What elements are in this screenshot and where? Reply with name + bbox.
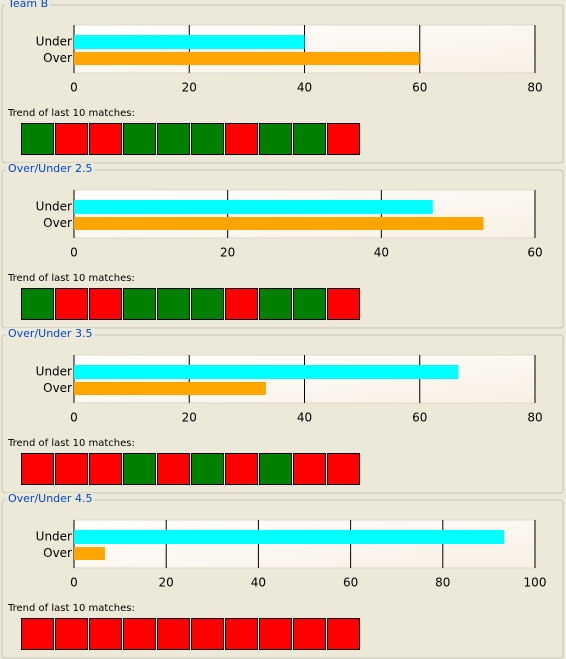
x-tick-label: 80 [435,576,450,590]
trend-box [225,123,258,155]
trend-box [89,618,122,650]
trend-box [293,288,326,320]
x-tick-label: 80 [527,81,542,95]
trend-box [55,453,88,485]
trend-box [293,618,326,650]
x-tick-label: 80 [527,411,542,425]
group-title: Over/Under 4.5 [8,492,92,505]
trend-box [157,123,190,155]
trend-box [123,288,156,320]
category-label: Under [36,35,72,49]
trend-box [191,123,224,155]
group-title-bg [6,493,95,505]
x-tick-label: 40 [297,81,312,95]
category-label: Over [43,51,72,65]
group-title-bg [6,328,95,340]
trend-box [21,288,54,320]
group-box [1,169,564,329]
trend-box [89,288,122,320]
group-title-bg [5,0,51,10]
group-title: Team B [7,0,48,10]
trend-box [327,288,360,320]
trend-box [55,288,88,320]
trend-box [21,453,54,485]
trend-label: Trend of last 10 matches: [7,438,135,449]
trend-box [191,453,224,485]
group-box [1,499,564,659]
bar [74,52,420,65]
x-tick-label: 0 [70,246,78,260]
group-title: Over/Under 3.5 [8,327,92,340]
trend-box [123,618,156,650]
trend-box [21,123,54,155]
trend-label: Trend of last 10 matches: [7,603,135,614]
trend-box [55,618,88,650]
trend-box [157,618,190,650]
trend-box [225,288,258,320]
trend-box [259,453,292,485]
trend-box [123,123,156,155]
x-tick-label: 0 [70,576,78,590]
trend-box [327,618,360,650]
trend-box [225,453,258,485]
trend-box [157,288,190,320]
trend-box [327,123,360,155]
trend-box [157,453,190,485]
bar [74,530,505,544]
category-label: Over [43,216,72,230]
trend-box [89,453,122,485]
x-tick-label: 60 [412,411,427,425]
trend-label: Trend of last 10 matches: [7,273,135,284]
group-box [1,4,564,164]
trend-box [191,288,224,320]
x-tick-label: 20 [182,81,197,95]
trend-box [55,123,88,155]
bar [74,200,433,214]
bar [74,382,266,395]
category-label: Over [43,381,72,395]
group-title: Over/Under 2.5 [8,162,92,175]
trend-box [293,453,326,485]
x-tick-label: 40 [374,246,389,260]
trend-box [259,288,292,320]
trend-box [191,618,224,650]
trend-label: Trend of last 10 matches: [7,108,135,119]
trend-box [259,618,292,650]
x-tick-label: 40 [297,411,312,425]
trend-box [293,123,326,155]
x-tick-label: 0 [70,81,78,95]
bar [74,217,484,230]
trend-box [225,618,258,650]
x-tick-label: 20 [220,246,235,260]
bar [74,35,305,49]
x-tick-label: 60 [343,576,358,590]
trend-box [89,123,122,155]
group-title-bg [6,163,95,175]
x-tick-label: 20 [182,411,197,425]
trend-box [327,453,360,485]
category-label: Under [36,200,72,214]
bar [74,547,105,560]
bar [74,365,459,379]
category-label: Under [36,365,72,379]
x-tick-label: 100 [524,576,547,590]
x-tick-label: 60 [412,81,427,95]
x-tick-label: 20 [159,576,174,590]
x-tick-label: 0 [70,411,78,425]
trend-box [21,618,54,650]
trend-box [123,453,156,485]
x-tick-label: 40 [251,576,266,590]
x-tick-label: 60 [527,246,542,260]
category-label: Under [36,530,72,544]
group-box [1,334,564,494]
trend-box [259,123,292,155]
category-label: Over [43,546,72,560]
